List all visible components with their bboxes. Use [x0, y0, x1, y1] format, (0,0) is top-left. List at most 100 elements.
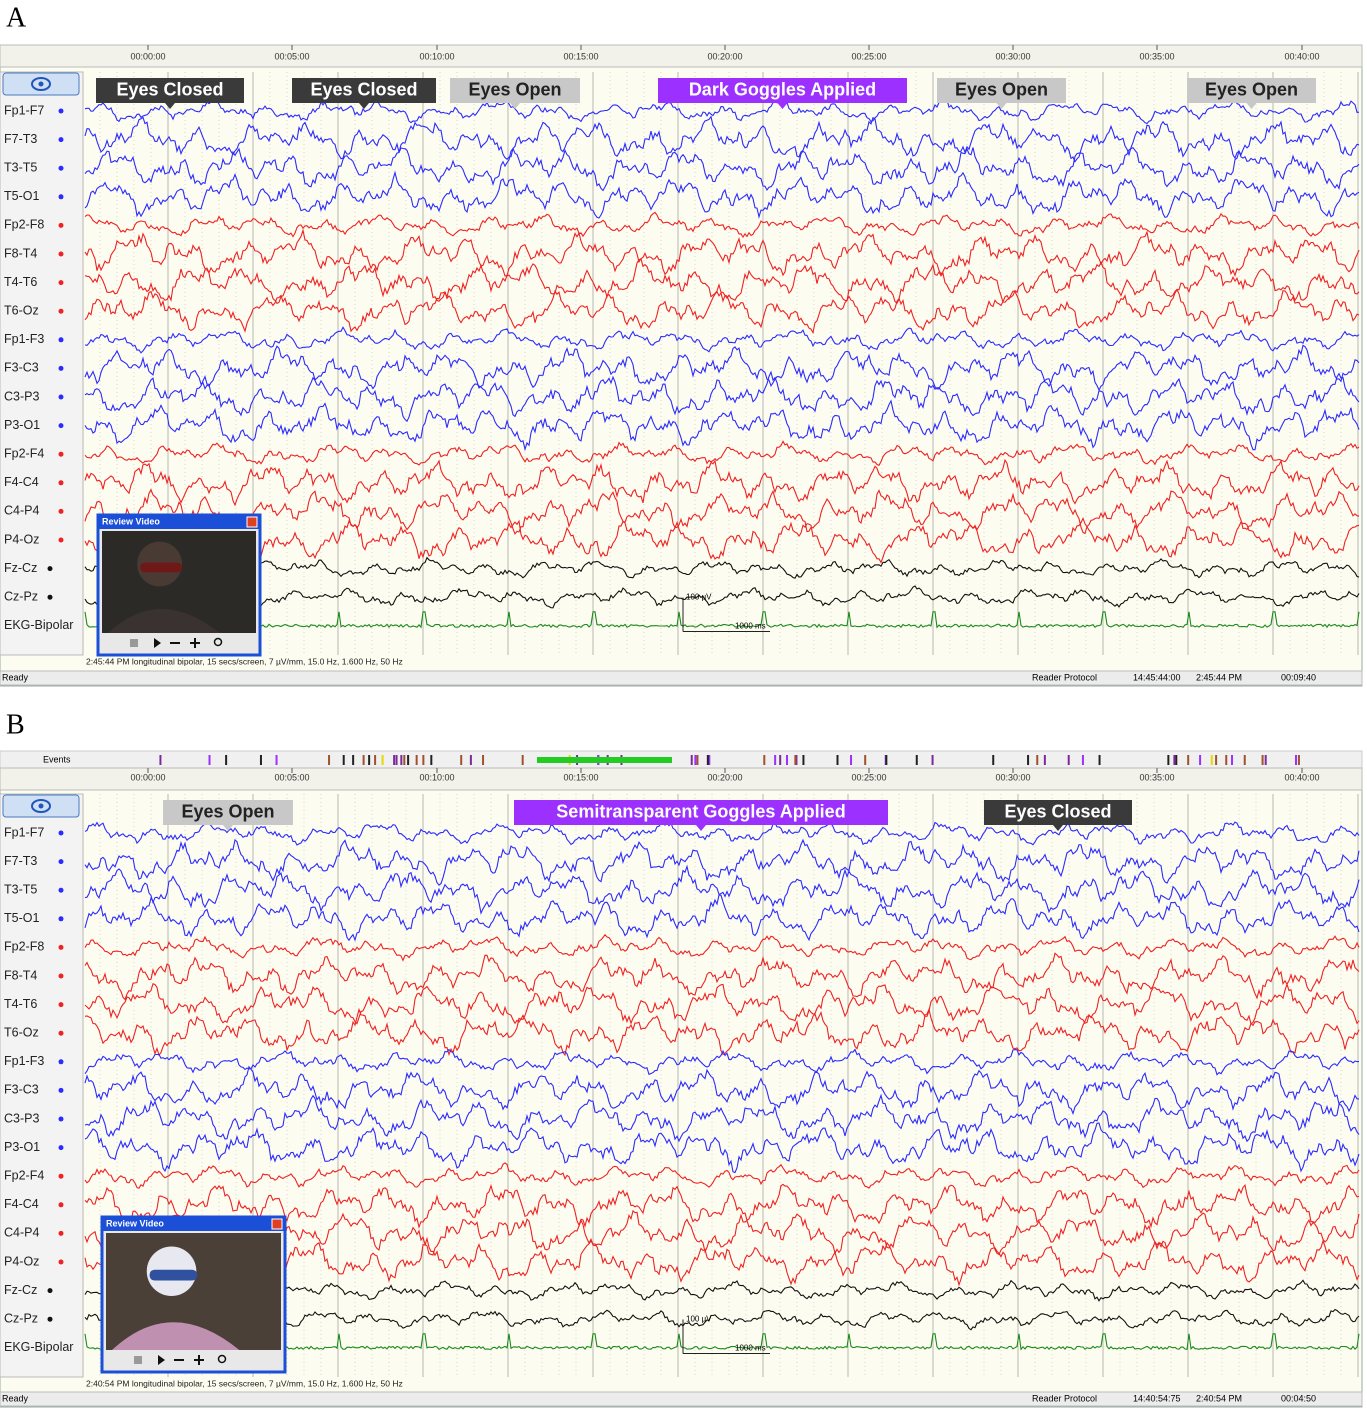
channel-label: C3-P3	[4, 389, 39, 403]
channel-dot	[58, 308, 64, 314]
annotation-pointer	[1053, 825, 1063, 831]
event-tick	[1098, 755, 1101, 765]
eeg-trace	[84, 1065, 1360, 1116]
video-zoom[interactable]	[217, 1354, 227, 1364]
channel-dot	[47, 594, 53, 600]
video-play[interactable]	[154, 638, 161, 648]
video-close[interactable]	[271, 1218, 283, 1230]
event-tick	[690, 755, 693, 765]
scale-time: 1000 ms	[735, 1344, 766, 1353]
event-tick	[992, 755, 995, 765]
video-zoom[interactable]	[213, 637, 223, 647]
channel-dot	[58, 830, 64, 836]
status-text: 2:40:54 PM	[1196, 1393, 1242, 1403]
eye-icon	[38, 81, 44, 87]
video-plus[interactable]	[194, 1355, 204, 1365]
eeg-trace	[84, 344, 1360, 392]
channel-dot	[58, 1230, 64, 1236]
annotation-text: Dark Goggles Applied	[689, 79, 876, 99]
channel-dot	[58, 137, 64, 143]
event-tick	[159, 755, 162, 765]
channel-label: T4-T6	[4, 275, 37, 289]
scale-bar	[682, 597, 770, 632]
video-close[interactable]	[246, 516, 258, 528]
event-tick	[1167, 755, 1170, 765]
event-tick	[1297, 755, 1300, 765]
eeg-trace	[84, 1122, 1360, 1174]
channel-label: F7-T3	[4, 854, 37, 868]
time-label: 00:15:00	[563, 51, 598, 61]
channel-label: Fp1-F7	[4, 103, 44, 117]
channel-label: Cz-Pz	[4, 589, 38, 603]
time-label: 00:25:00	[851, 51, 886, 61]
status-text: Ready	[2, 1393, 29, 1403]
time-label: 00:05:00	[274, 772, 309, 782]
event-tick	[836, 755, 839, 765]
eeg-trace	[84, 838, 1360, 886]
channel-dot	[58, 1173, 64, 1179]
status-text: 00:04:50	[1281, 1393, 1316, 1403]
status-bar	[0, 1391, 1363, 1407]
annotation-pointer	[510, 103, 520, 109]
time-ruler	[0, 44, 1363, 68]
annotation-pointer	[696, 825, 706, 831]
channel-label: T3-T5	[4, 160, 37, 174]
event-tick	[864, 755, 867, 765]
event-tick	[415, 755, 418, 765]
channel-label: F7-T3	[4, 132, 37, 146]
event-tick	[779, 755, 782, 765]
event-tick	[1027, 755, 1030, 765]
video-stop[interactable]	[134, 1356, 142, 1364]
annotation-pointer	[1246, 103, 1257, 109]
eeg-trace	[84, 556, 1360, 579]
event-tick	[400, 755, 403, 765]
eeg-trace	[84, 488, 1360, 535]
channel-label: F3-C3	[4, 361, 39, 375]
annotation-text: Semitransparent Goggles Applied	[556, 801, 845, 821]
channel-dot	[58, 1116, 64, 1122]
event-tick	[374, 755, 377, 765]
channel-dot	[58, 1145, 64, 1151]
event-tick	[368, 755, 371, 765]
eeg-trace	[84, 611, 1360, 629]
channel-label: F8-T4	[4, 246, 37, 260]
annotation	[514, 800, 888, 825]
event-tick	[1173, 755, 1176, 765]
events-label: Events	[43, 754, 71, 764]
channel-label: Fp2-F8	[4, 218, 44, 232]
status-text: Ready	[2, 672, 29, 682]
channel-label: F3-C3	[4, 1083, 39, 1097]
status-bar	[0, 670, 1363, 686]
channel-label: T5-O1	[4, 911, 39, 925]
channel-label: EKG-Bipolar	[4, 618, 73, 632]
eye-icon	[31, 799, 51, 813]
time-label: 00:00:00	[130, 772, 165, 782]
eeg-trace	[84, 115, 1360, 163]
video-plus[interactable]	[190, 638, 200, 648]
eeg-trace	[84, 326, 1360, 354]
channel-dot	[58, 1002, 64, 1008]
channel-label: Fp2-F4	[4, 1168, 44, 1182]
eeg-trace	[84, 982, 1360, 1025]
channel-dot	[58, 280, 64, 286]
eeg-trace	[84, 1162, 1360, 1189]
event-tick	[1243, 755, 1246, 765]
video-titlebar	[98, 515, 260, 529]
video-stop[interactable]	[130, 639, 138, 647]
channel-dot	[58, 1087, 64, 1093]
eeg-trace	[84, 440, 1360, 466]
video-title: Review Video	[106, 1218, 164, 1228]
annotation-text: Eyes Closed	[310, 79, 417, 99]
channel-panel	[0, 793, 84, 1378]
annotation	[96, 78, 244, 103]
channel-dot	[58, 1259, 64, 1265]
channel-label: C4-P4	[4, 504, 39, 518]
video-play[interactable]	[158, 1355, 165, 1365]
video-body	[112, 1322, 240, 1350]
event-tick	[1294, 755, 1297, 765]
annotation-text: Eyes Open	[955, 79, 1048, 99]
eeg-trace	[84, 952, 1360, 1001]
event-tick	[774, 755, 777, 765]
event-tick	[225, 755, 228, 765]
